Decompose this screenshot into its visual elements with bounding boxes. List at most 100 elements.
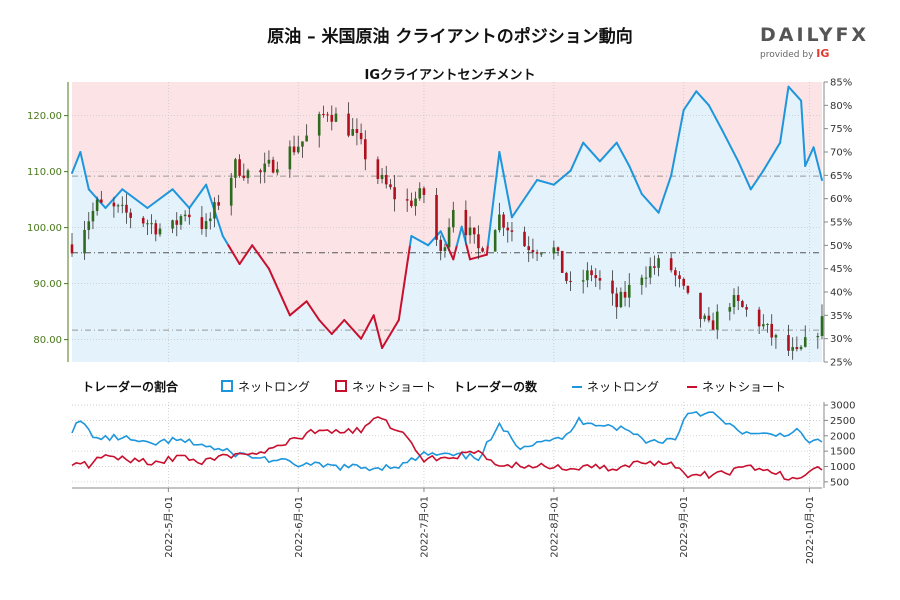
- ratio-segment-37: [498, 151, 513, 219]
- candle: [347, 102, 350, 138]
- candle: [653, 255, 656, 275]
- count-tick-label: 1500: [830, 447, 855, 458]
- candle-body: [581, 280, 585, 282]
- time-tick-label: 2022-9月-01: [678, 496, 690, 558]
- candle-body: [774, 335, 778, 338]
- candle: [535, 249, 539, 261]
- candle-body: [766, 323, 769, 325]
- price-tick-label: 90.00: [33, 279, 62, 290]
- candle-body: [498, 214, 501, 231]
- candle-body: [418, 188, 422, 199]
- percent-tick-label: 25%: [830, 358, 852, 369]
- ratio-segment-19: [330, 319, 346, 335]
- candle-body: [586, 270, 589, 281]
- candle-body: [506, 227, 510, 231]
- candle: [384, 165, 388, 189]
- ratio-segment-41: [569, 141, 585, 172]
- candle-body: [728, 307, 732, 312]
- candle: [141, 216, 145, 228]
- candle: [263, 152, 267, 184]
- candle: [393, 175, 396, 212]
- ratio-segment-29: [446, 244, 455, 261]
- candle-body: [531, 250, 535, 253]
- candle: [229, 173, 233, 216]
- candle: [711, 312, 715, 330]
- net-short-area: [72, 82, 822, 348]
- candle-body: [527, 246, 531, 251]
- ratio-segment-54: [749, 169, 765, 191]
- candle-body: [70, 244, 74, 254]
- candle: [678, 271, 681, 288]
- candle-body: [242, 175, 246, 179]
- candle: [531, 238, 535, 259]
- candle-body: [443, 247, 447, 251]
- ratio-segment-18: [318, 319, 333, 335]
- candle: [820, 304, 824, 340]
- candle-body: [594, 275, 598, 279]
- ratio-segment-26: [410, 235, 430, 247]
- candle: [728, 302, 732, 321]
- candle-body: [644, 277, 648, 279]
- legend-count-heading: トレーダーの数: [453, 379, 538, 394]
- candle-body: [238, 159, 241, 176]
- candle-body: [384, 174, 388, 185]
- candle-body: [87, 221, 91, 230]
- ratio-segment-50: [695, 90, 710, 107]
- candle-body: [741, 301, 744, 308]
- candle: [183, 210, 187, 222]
- candle-body: [468, 227, 472, 236]
- candle-body: [803, 337, 807, 347]
- candle: [389, 179, 392, 190]
- candle-body: [703, 315, 706, 320]
- logo-tagline: provided by IG: [760, 47, 870, 60]
- candle: [623, 281, 627, 307]
- candle-body: [787, 335, 790, 351]
- candle-body: [246, 170, 250, 179]
- candle: [598, 270, 602, 290]
- candle-body: [276, 169, 279, 173]
- candle-body: [334, 113, 338, 122]
- count-tick-label: 3000: [830, 401, 855, 412]
- candle-body: [472, 227, 476, 235]
- candle-body: [330, 114, 334, 122]
- candle-body: [351, 129, 355, 136]
- net-long-area: [72, 86, 822, 362]
- candle: [100, 190, 103, 204]
- price-tick-label: 110.00: [27, 167, 62, 178]
- count-short-line: [71, 416, 823, 481]
- candle-body: [795, 347, 799, 350]
- candle-body: [234, 159, 237, 178]
- candle: [204, 213, 208, 237]
- candle: [787, 324, 790, 357]
- ratio-segment-30: [452, 244, 458, 261]
- candle-body: [686, 285, 690, 293]
- candle-body: [112, 202, 116, 207]
- percent-tick-label: 45%: [830, 264, 852, 275]
- candle: [171, 219, 174, 234]
- candle: [95, 196, 99, 216]
- candle: [276, 161, 279, 176]
- candle-body: [736, 295, 740, 302]
- candle-body: [745, 307, 748, 310]
- candle-body: [363, 139, 367, 160]
- candle-body: [217, 202, 220, 206]
- candle-body: [770, 323, 774, 338]
- candle: [498, 202, 501, 233]
- ratio-segment-20: [343, 319, 363, 340]
- candle: [523, 226, 526, 248]
- candle: [590, 265, 593, 282]
- candle: [615, 287, 618, 319]
- time-tick-label: 2022-10月-01: [804, 496, 816, 564]
- percent-tick-label: 50%: [830, 241, 852, 252]
- ratio-segment-1: [79, 151, 90, 191]
- ratio-segment-21: [360, 314, 375, 340]
- candle-body: [296, 146, 300, 153]
- candle: [83, 221, 86, 260]
- candle-body: [640, 277, 644, 285]
- candle-body: [556, 247, 560, 251]
- ratio-segment-48: [670, 109, 685, 177]
- candle: [447, 218, 451, 251]
- ratio-segment-27: [427, 230, 442, 247]
- ig-logo: IG: [816, 47, 830, 60]
- ratio-segment-39: [536, 179, 555, 186]
